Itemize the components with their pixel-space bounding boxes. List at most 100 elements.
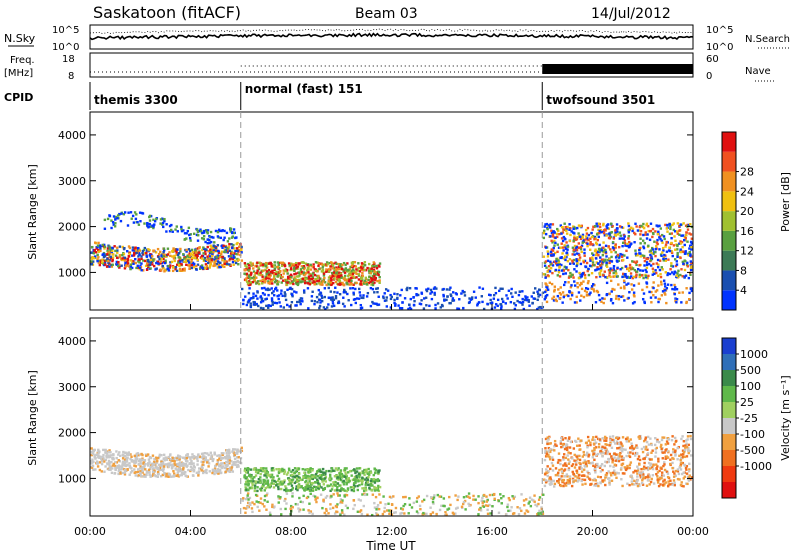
- echo-cell: [681, 260, 685, 264]
- echo-cell: [658, 248, 661, 251]
- echo-cell: [573, 237, 576, 240]
- echo-cell: [278, 261, 281, 265]
- echo-cell: [527, 300, 531, 303]
- echo-cell: [650, 290, 653, 294]
- echo-cell: [162, 457, 166, 460]
- echo-cell: [228, 451, 231, 455]
- echo-cell: [439, 306, 442, 309]
- echo-cell: [348, 273, 352, 276]
- echo-cell: [283, 263, 286, 267]
- echo-cell: [309, 274, 313, 277]
- echo-cell: [296, 488, 299, 492]
- echo-cell: [371, 270, 375, 273]
- echo-cell: [572, 472, 575, 476]
- echo-cell: [293, 269, 296, 273]
- echo-cell: [359, 479, 362, 482]
- echo-cell: [246, 467, 250, 470]
- echo-cell: [316, 475, 320, 478]
- echo-cell: [634, 249, 637, 252]
- echo-cell: [263, 469, 267, 473]
- echo-cell: [215, 463, 219, 466]
- echo-cell: [565, 232, 569, 235]
- echo-cell: [566, 253, 569, 256]
- echo-cell: [297, 278, 301, 282]
- echo-cell: [363, 486, 366, 490]
- echo-cell: [360, 276, 364, 279]
- echo-cell: [685, 233, 688, 237]
- echo-cell: [132, 262, 135, 265]
- echo-cell: [363, 268, 366, 272]
- echo-cell: [247, 264, 251, 267]
- echo-cell: [575, 264, 578, 268]
- echo-cell: [553, 244, 556, 247]
- echo-cell: [107, 253, 110, 256]
- echo-cell: [340, 276, 343, 279]
- echo-cell: [369, 271, 372, 275]
- echo-cell: [320, 473, 324, 477]
- echo-cell: [599, 247, 602, 251]
- echo-cell: [376, 279, 379, 283]
- echo-cell: [370, 265, 374, 268]
- echo-cell: [355, 474, 358, 478]
- echo-cell: [599, 266, 603, 270]
- echo-cell: [344, 477, 348, 480]
- echo-cell: [297, 282, 300, 285]
- echo-cell: [605, 261, 608, 264]
- echo-cell: [668, 272, 672, 276]
- echo-cell: [202, 460, 205, 464]
- echo-cell: [630, 266, 633, 269]
- echo-cell: [264, 261, 268, 265]
- echo-cell: [370, 269, 373, 273]
- echo-cell: [639, 242, 642, 245]
- echo-cell: [249, 283, 252, 286]
- echo-cell: [400, 307, 404, 310]
- echo-cell: [129, 263, 133, 266]
- echo-cell: [442, 497, 446, 500]
- echo-cell: [195, 471, 199, 475]
- echo-cell: [561, 231, 565, 234]
- echo-cell: [510, 506, 513, 509]
- echo-cell: [320, 270, 324, 273]
- echo-cell: [357, 480, 360, 483]
- echo-cell: [210, 254, 214, 258]
- echo-cell: [545, 266, 548, 269]
- echo-cell: [180, 468, 184, 471]
- echo-cell: [283, 488, 286, 492]
- echo-cell: [625, 276, 629, 279]
- echo-cell: [302, 289, 306, 292]
- echo-cell: [664, 243, 668, 246]
- echo-cell: [129, 465, 132, 469]
- echo-cell: [370, 478, 373, 481]
- echo-cell: [545, 222, 549, 226]
- echo-cell: [267, 280, 270, 283]
- echo-cell: [302, 476, 305, 479]
- echo-cell: [212, 251, 215, 254]
- echo-cell: [690, 261, 693, 265]
- echo-cell: [225, 454, 229, 457]
- echo-cell: [539, 305, 542, 309]
- echo-cell: [103, 245, 107, 249]
- echo-cell: [371, 283, 375, 287]
- echo-cell: [317, 482, 320, 485]
- echo-cell: [372, 473, 375, 477]
- echo-cell: [244, 486, 247, 489]
- echo-cell: [557, 271, 561, 274]
- echo-cell: [623, 235, 626, 238]
- echo-cell: [135, 266, 138, 270]
- echo-cell: [307, 509, 310, 512]
- echo-cell: [127, 451, 131, 454]
- echo-cell: [328, 477, 331, 480]
- echo-cell: [616, 253, 620, 257]
- echo-cell: [173, 472, 176, 475]
- echo-cell: [154, 474, 158, 478]
- echo-cell: [572, 227, 575, 231]
- echo-cell: [276, 294, 279, 298]
- echo-cell: [253, 274, 256, 277]
- echo-cell: [548, 455, 551, 459]
- echo-cell: [415, 292, 418, 296]
- echo-cell: [195, 233, 199, 237]
- echo-cell: [223, 229, 226, 233]
- echo-cell: [313, 495, 317, 498]
- echo-cell: [289, 504, 293, 508]
